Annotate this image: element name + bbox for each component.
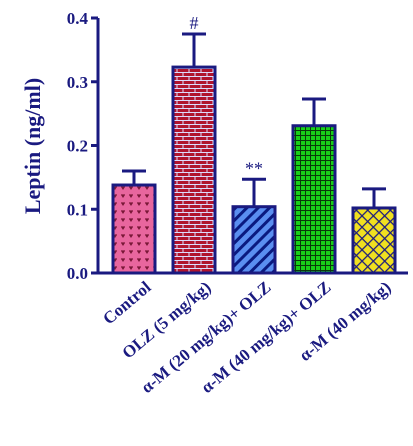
x-category-label: Control — [99, 277, 155, 328]
y-tick-label: 0.2 — [67, 137, 88, 156]
bar — [351, 206, 397, 275]
y-tick-label: 0.0 — [67, 264, 88, 283]
bar — [171, 65, 217, 275]
y-ticks: 0.0 0.1 0.2 0.3 0.4 — [67, 9, 98, 283]
y-tick-label: 0.3 — [67, 73, 88, 92]
y-axis-label: Leptin (ng/ml) — [20, 78, 45, 214]
y-tick-label: 0.1 — [67, 200, 88, 219]
significance-annotation: ** — [245, 158, 263, 178]
significance-annotation: # — [190, 13, 199, 33]
bars: # ** — [111, 13, 397, 275]
bar — [231, 205, 277, 275]
bar — [111, 183, 157, 275]
bar — [291, 124, 337, 275]
y-tick-label: 0.4 — [67, 9, 89, 28]
